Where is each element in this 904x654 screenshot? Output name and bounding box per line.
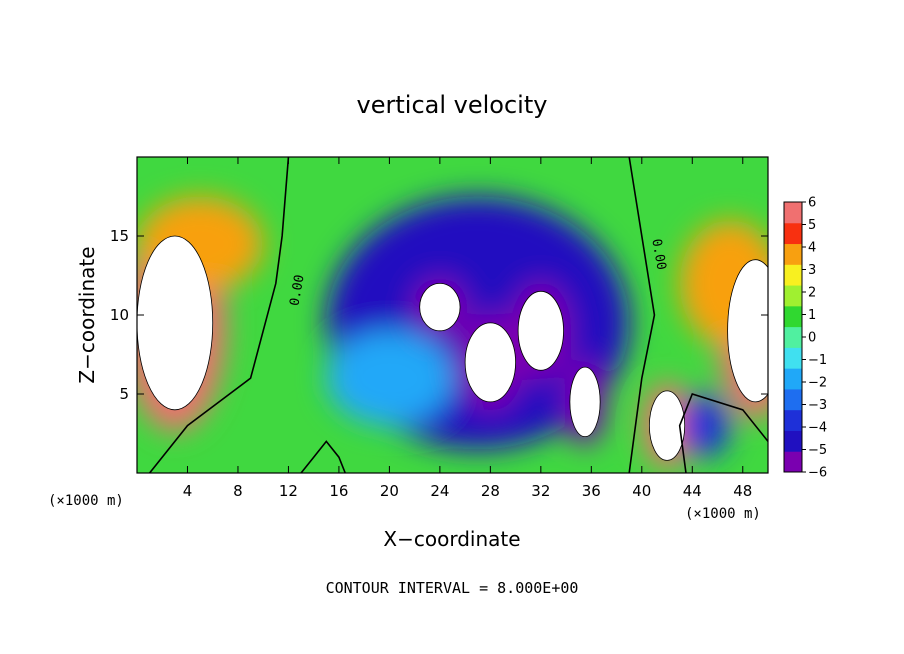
plot-area	[137, 157, 768, 473]
contour-label-right: 0.00	[648, 238, 668, 271]
colorbar-tick-label: 3	[808, 263, 816, 278]
x-axis-label: X−coordinate	[383, 527, 520, 551]
field-blob	[679, 394, 731, 458]
colorbar-swatch	[784, 451, 802, 473]
colorbar-tick-label: −2	[808, 376, 827, 391]
colorbar-swatch	[784, 430, 802, 452]
x-tick-label: 16	[329, 482, 348, 500]
chart-title: vertical velocity	[357, 91, 548, 119]
x-tick-label: 44	[683, 482, 702, 500]
zero-contours	[148, 157, 768, 473]
colorbar-swatch	[784, 264, 802, 286]
x-unit-left: (×1000 m)	[48, 493, 124, 509]
saturated-patch	[569, 366, 601, 438]
y-tick-label: 5	[119, 385, 129, 403]
zero-contour-line	[148, 157, 290, 473]
colorbar-swatch	[784, 305, 802, 328]
x-tick-label: 24	[430, 482, 449, 500]
x-axis-ticks: 4 8 12 16 20 24 28 32 36 40 44 48	[183, 157, 752, 500]
colorbar-tick-label: 0	[808, 331, 816, 346]
x-tick-label: 8	[233, 482, 243, 500]
colorbar-swatch	[784, 409, 802, 431]
colorbar-swatch	[784, 202, 802, 224]
x-unit-right: (×1000 m)	[685, 506, 761, 522]
x-tick-label: 40	[632, 482, 651, 500]
x-tick-label: 4	[183, 482, 193, 500]
saturated-patch	[464, 322, 516, 403]
colorbar-tick-label: −5	[808, 443, 827, 458]
saturated-patch	[419, 282, 461, 332]
y-axis-label: Z−coordinate	[75, 246, 99, 383]
colorbar-tick-label: 2	[808, 286, 816, 301]
colorbar-swatch	[784, 326, 802, 348]
colorbar-tick-label: −4	[808, 421, 827, 436]
x-tick-label: 28	[481, 482, 500, 500]
saturated-patch	[727, 259, 768, 403]
colorbar: 6 5 4 3 2 1 0 −1 −2 −3 −4 −5 −6	[783, 196, 827, 481]
x-tick-label: 20	[380, 482, 399, 500]
colorbar-swatch	[784, 388, 802, 411]
y-axis-ticks: 5 10 15	[110, 227, 768, 403]
saturated-patch	[137, 235, 214, 411]
saturated-regions	[137, 235, 768, 461]
zero-contour-line	[678, 393, 768, 473]
colorbar-tick-label: 4	[808, 241, 816, 256]
x-tick-label: 32	[531, 482, 550, 500]
x-tick-label: 12	[279, 482, 298, 500]
contour-label-left: 0.00	[287, 274, 307, 307]
zero-contour-line	[628, 157, 656, 473]
colorbar-tick-label: −6	[808, 466, 827, 481]
x-tick-label: 48	[733, 482, 752, 500]
field-blob	[326, 330, 453, 426]
colorbar-swatch	[784, 222, 802, 245]
colorbar-swatch	[784, 368, 802, 390]
x-tick-label: 36	[582, 482, 601, 500]
y-tick-label: 15	[110, 227, 129, 245]
saturated-patch	[648, 390, 686, 461]
zero-contour-line	[300, 440, 346, 473]
contour-interval-note: CONTOUR INTERVAL = 8.000E+00	[326, 579, 579, 597]
colorbar-swatch	[784, 347, 802, 369]
colorbar-tick-label: 1	[808, 308, 816, 323]
colorbar-tick-label: 6	[808, 196, 816, 211]
y-tick-label: 10	[110, 306, 129, 324]
colorbar-tick-label: −1	[808, 353, 827, 368]
colorbar-swatch	[784, 285, 802, 307]
saturated-patch	[517, 290, 564, 371]
colorbar-tick-label: 5	[808, 218, 816, 233]
colorbar-tick-label: −3	[808, 398, 827, 413]
colorbar-swatch	[784, 243, 802, 265]
